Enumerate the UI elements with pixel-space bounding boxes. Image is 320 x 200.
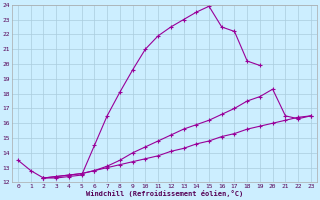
X-axis label: Windchill (Refroidissement éolien,°C): Windchill (Refroidissement éolien,°C) — [86, 190, 243, 197]
